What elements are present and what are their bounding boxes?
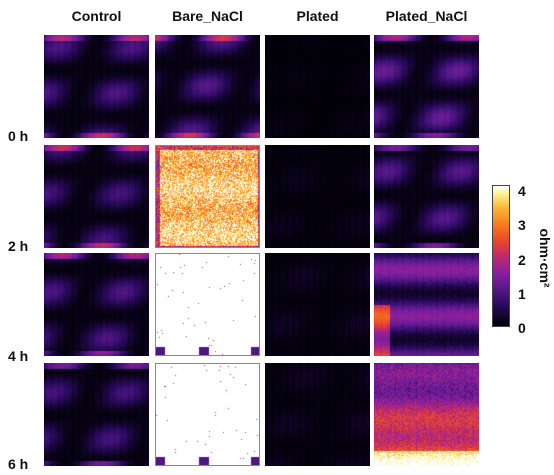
colorbar-unit-label: ohm·cm² bbox=[537, 228, 553, 288]
colorbar bbox=[492, 185, 510, 327]
heatmap-panel-2h-plated bbox=[265, 145, 370, 248]
heatmap-panel-6h-plated-nacl bbox=[374, 363, 479, 466]
heatmap-panel-6h-bare-nacl bbox=[155, 363, 260, 466]
heatmap-panel-6h-control bbox=[44, 363, 149, 466]
heatmap-panel-4h-bare-nacl bbox=[155, 253, 260, 356]
colorbar-tick-0: 0 bbox=[518, 320, 526, 336]
row-label-4h: 4 h bbox=[8, 348, 29, 364]
heatmap-panel-6h-plated bbox=[265, 363, 370, 466]
heatmap-panel-4h-plated-nacl bbox=[374, 253, 479, 356]
colorbar-tick-1: 1 bbox=[518, 286, 526, 302]
heatmap-panel-4h-control bbox=[44, 253, 149, 356]
heatmap-panel-4h-plated bbox=[265, 253, 370, 356]
heatmap-panel-0h-control bbox=[44, 35, 149, 138]
row-label-6h: 6 h bbox=[8, 456, 29, 472]
heatmap-panel-0h-plated bbox=[265, 35, 370, 138]
row-label-0h: 0 h bbox=[8, 128, 29, 144]
column-header-plated-nacl: Plated_NaCl bbox=[385, 8, 468, 24]
heatmap-panel-2h-plated-nacl bbox=[374, 145, 479, 248]
row-label-2h: 2 h bbox=[8, 238, 29, 254]
colorbar-tick-2: 2 bbox=[518, 252, 526, 268]
column-header-control: Control bbox=[71, 8, 122, 24]
column-header-plated: Plated bbox=[296, 8, 339, 24]
heatmap-panel-0h-plated-nacl bbox=[374, 35, 479, 138]
heatmap-panel-2h-control bbox=[44, 145, 149, 248]
colorbar-tick-4: 4 bbox=[518, 183, 526, 199]
column-header-bare-nacl: Bare_NaCl bbox=[172, 8, 243, 24]
colorbar-tick-3: 3 bbox=[518, 217, 526, 233]
heatmap-panel-0h-bare-nacl bbox=[155, 35, 260, 138]
heatmap-panel-2h-bare-nacl bbox=[155, 145, 260, 248]
